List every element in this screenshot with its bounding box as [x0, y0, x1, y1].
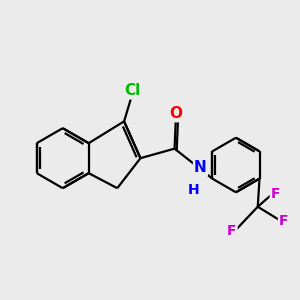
Text: Cl: Cl [124, 83, 140, 98]
Text: O: O [169, 106, 182, 121]
Text: N: N [194, 160, 207, 175]
Text: F: F [271, 187, 280, 201]
Text: F: F [279, 214, 288, 228]
Text: F: F [227, 224, 237, 238]
Text: H: H [188, 182, 200, 197]
